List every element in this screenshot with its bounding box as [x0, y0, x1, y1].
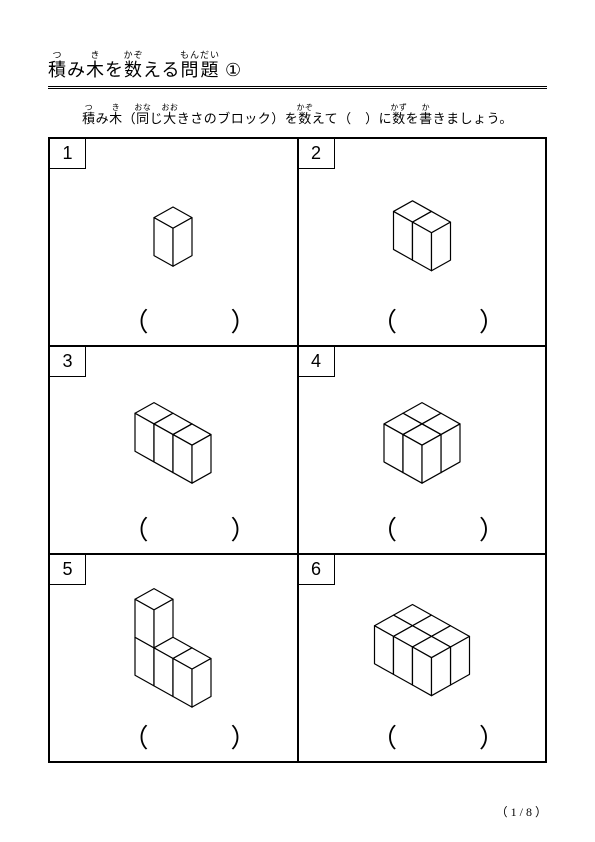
page-number: （ 1 / 8 ）: [496, 803, 547, 820]
figure-container: [131, 399, 215, 488]
problem-grid: 1 （ ） 2 （ ） 3 （ ） 4 （ ） 5 （ ） 6 （ ）: [48, 137, 547, 763]
problem-number: 6: [299, 555, 335, 585]
problem-number: 2: [299, 139, 335, 169]
cube-figure: [131, 399, 215, 488]
answer-blank[interactable]: （ ）: [122, 302, 284, 339]
answer-blank[interactable]: （ ）: [122, 510, 284, 547]
page-title: 積つみ木きを数かぞえる問題もんだい ①: [48, 50, 547, 82]
figure-container: [131, 585, 215, 712]
title-rule: [48, 86, 547, 89]
answer-blank[interactable]: （ ）: [371, 302, 533, 339]
cube-figure: [131, 585, 215, 712]
cube-figure: [150, 203, 196, 270]
figure-container: [370, 600, 473, 699]
problem-cell: 2 （ ）: [298, 138, 547, 346]
title-area: 積つみ木きを数かぞえる問題もんだい ①: [48, 50, 547, 89]
problem-number: 3: [50, 347, 86, 377]
cube-figure: [389, 197, 454, 275]
instruction-text: 積つみ木き（同おなじ大おおきさのブロック）を数かぞえて（ ）に数かずを書かきまし…: [48, 103, 547, 127]
problem-cell: 3 （ ）: [49, 346, 298, 554]
figure-container: [150, 203, 196, 270]
problem-cell: 6 （ ）: [298, 554, 547, 762]
answer-blank[interactable]: （ ）: [122, 718, 284, 755]
figure-container: [380, 399, 464, 488]
problem-number: 4: [299, 347, 335, 377]
cube-figure: [370, 600, 473, 699]
problem-number: 5: [50, 555, 86, 585]
answer-blank[interactable]: （ ）: [371, 510, 533, 547]
cube-figure: [380, 399, 464, 488]
problem-cell: 1 （ ）: [49, 138, 298, 346]
figure-container: [389, 197, 454, 275]
problem-number: 1: [50, 139, 86, 169]
answer-blank[interactable]: （ ）: [371, 718, 533, 755]
problem-cell: 5 （ ）: [49, 554, 298, 762]
problem-cell: 4 （ ）: [298, 346, 547, 554]
